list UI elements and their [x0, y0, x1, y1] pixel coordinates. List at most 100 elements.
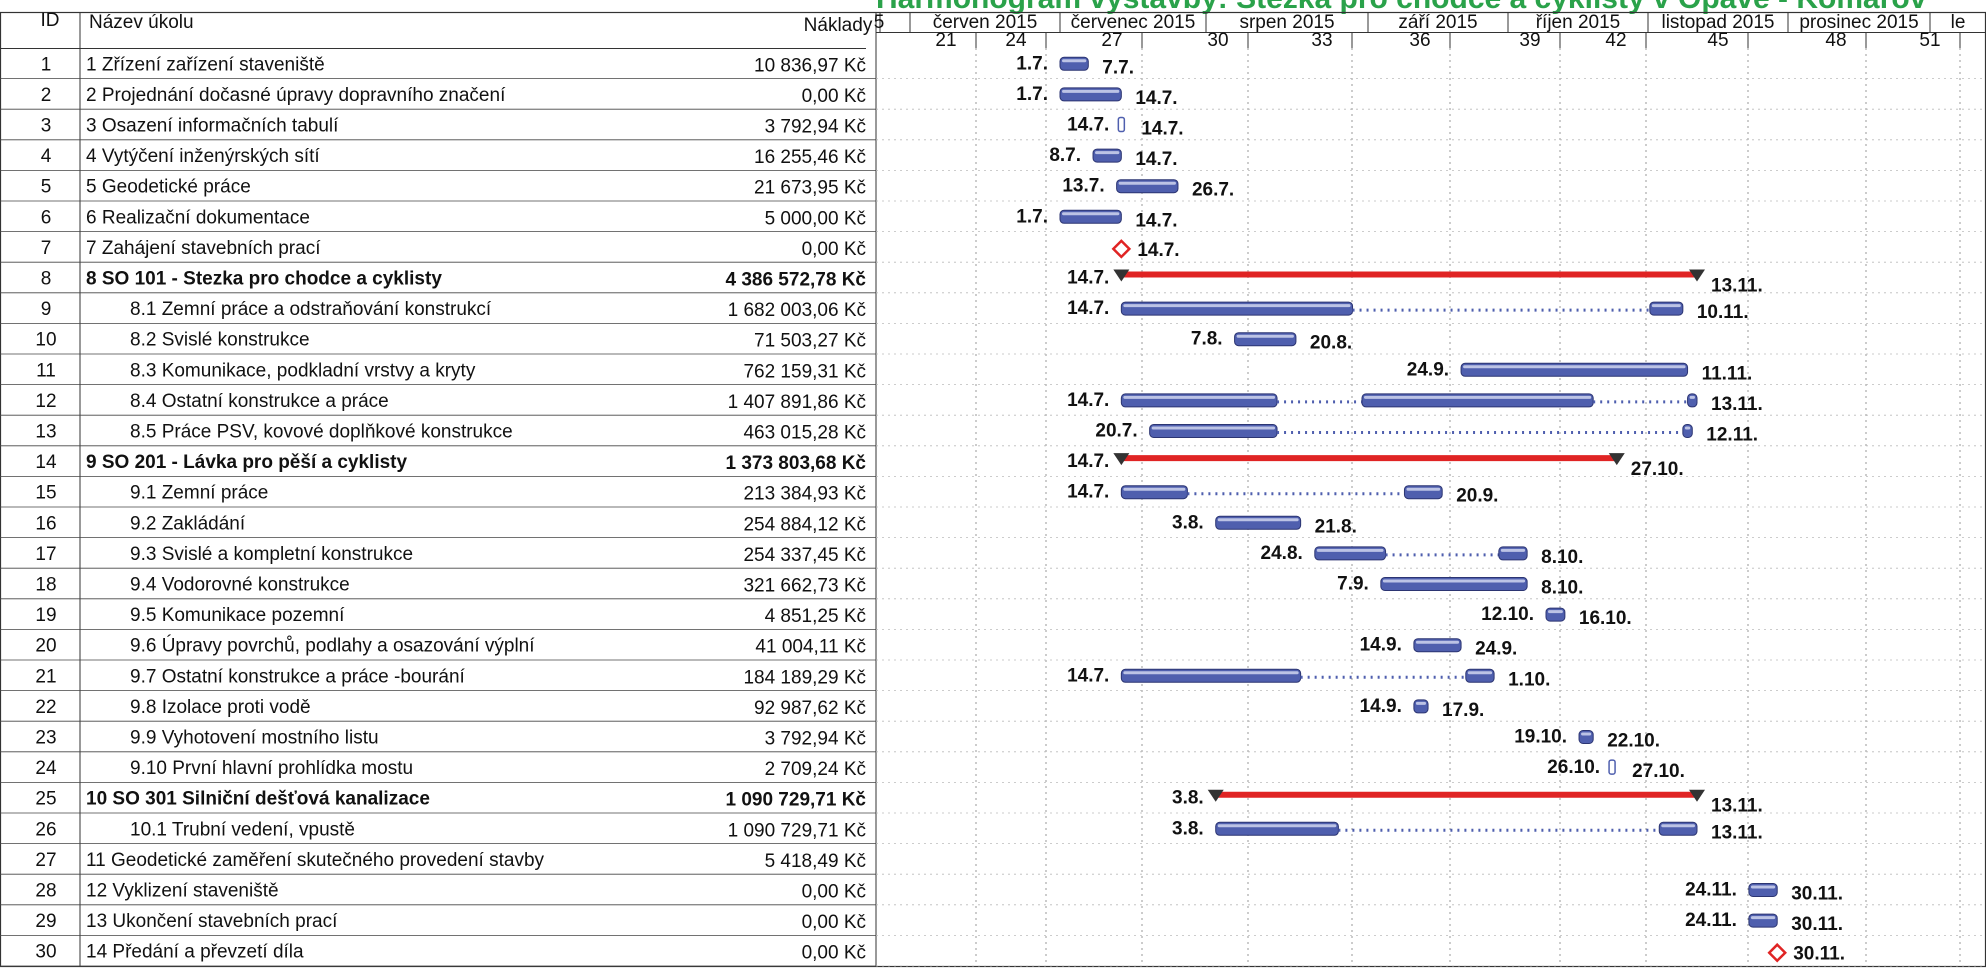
- task-bar-highlight: [1661, 824, 1695, 828]
- task-id: 1: [41, 54, 52, 75]
- week-label: 27: [1101, 30, 1122, 51]
- task-cost: 0,00 Kč: [802, 86, 866, 107]
- task-bar: [1460, 362, 1689, 377]
- task-bar-highlight: [1750, 916, 1776, 920]
- chart-title: Harmonogram výstavby: Stezka pro chodce …: [876, 0, 1956, 16]
- task-cost: 5 000,00 Kč: [765, 208, 866, 229]
- task-cost: 0,00 Kč: [802, 239, 866, 260]
- task-bar: [1498, 546, 1528, 561]
- task-bar: [1687, 393, 1698, 408]
- task-bar: [1380, 577, 1528, 591]
- task-bar-highlight: [1316, 548, 1384, 552]
- task-bar-highlight: [1363, 395, 1592, 399]
- timeline-header: 5 červen 2015 červenec 2015 srpen 2015 září …: [874, 12, 1986, 51]
- task-cost: 3 792,94 Kč: [765, 729, 866, 750]
- task-bar-highlight: [1406, 487, 1441, 491]
- task-bar: [1545, 607, 1566, 622]
- milestone-diamond: [1767, 942, 1787, 963]
- task-id: 18: [35, 575, 56, 596]
- end-date-label: 16.10.: [1579, 608, 1632, 629]
- task-bar: [1120, 668, 1302, 683]
- end-date-label: 20.8.: [1310, 333, 1352, 354]
- task-cost: 92 987,62 Kč: [754, 698, 866, 719]
- week-label: 33: [1311, 30, 1332, 51]
- task-id: 13: [35, 422, 56, 443]
- task-bar-highlight: [1689, 395, 1695, 399]
- task-cost: 4 851,25 Kč: [765, 606, 866, 627]
- task-name: 9.1 Zemní práce: [130, 483, 268, 504]
- task-id: 7: [41, 238, 52, 259]
- month-label: listopad 2015: [1661, 12, 1774, 33]
- task-bar-highlight: [1467, 671, 1493, 675]
- end-date-label: 20.9.: [1456, 486, 1498, 507]
- month-label: září 2015: [1398, 12, 1477, 33]
- task-bar-highlight: [1118, 181, 1176, 185]
- header-cost: Náklady: [804, 15, 873, 36]
- week-label: 45: [1707, 30, 1728, 51]
- task-name: 7 Zahájení stavebních prací: [86, 238, 321, 259]
- start-date-label: 14.7.: [1067, 665, 1109, 686]
- task-bar: [1682, 424, 1693, 438]
- task-bar: [1215, 515, 1302, 530]
- task-name: 8.1 Zemní práce a odstraňování konstrukc…: [130, 299, 492, 320]
- task-bar-highlight: [1581, 732, 1592, 736]
- task-id: 14: [35, 452, 57, 473]
- start-date-label: 3.8.: [1172, 818, 1204, 839]
- task-name: 9.3 Svislé a kompletní konstrukce: [130, 544, 413, 565]
- task-bar: [1059, 87, 1122, 102]
- end-date-label: 8.10.: [1541, 578, 1583, 599]
- task-id: 26: [35, 819, 56, 840]
- task-bar-highlight: [1463, 365, 1686, 369]
- task-cost: 3 792,94 Kč: [765, 117, 866, 138]
- task-name: 8 SO 101 - Stezka pro chodce a cyklisty: [86, 269, 442, 290]
- month-label: 5: [874, 12, 885, 33]
- task-bar: [1403, 485, 1443, 500]
- task-cost: 2 709,24 Kč: [765, 759, 866, 780]
- end-date-label: 13.11.: [1711, 822, 1763, 843]
- task-cost: 321 662,73 Kč: [743, 576, 866, 597]
- end-date-label: 21.8.: [1315, 516, 1357, 537]
- start-date-label: 1.7.: [1016, 53, 1048, 74]
- task-name: 11 Geodetické zaměření skutečného proved…: [86, 850, 545, 871]
- end-date-label: 14.7.: [1135, 88, 1177, 109]
- start-date-label: 3.8.: [1172, 512, 1204, 533]
- task-id: 15: [35, 483, 56, 504]
- task-id: 29: [35, 911, 56, 932]
- task-name: 6 Realizační dokumentace: [86, 207, 310, 228]
- task-bar-highlight: [1415, 701, 1427, 705]
- task-cost: 10 836,97 Kč: [754, 55, 866, 76]
- start-date-label: 14.7.: [1067, 298, 1109, 319]
- task-bar: [1314, 546, 1387, 561]
- month-label: říjen 2015: [1536, 12, 1621, 33]
- task-bar-highlight: [1123, 671, 1299, 675]
- week-label: 30: [1207, 30, 1228, 51]
- end-date-label: 17.9.: [1442, 700, 1484, 721]
- end-date-label: 24.9.: [1475, 639, 1517, 660]
- month-label: červen 2015: [933, 12, 1038, 33]
- start-date-label: 14.7.: [1067, 451, 1109, 472]
- task-name: 10.1 Trubní vedení, vpustě: [130, 819, 355, 840]
- end-date-label: 13.11.: [1711, 394, 1763, 415]
- task-id: 16: [35, 513, 56, 534]
- start-date-label: 19.10.: [1514, 727, 1567, 748]
- task-bar-highlight: [1415, 640, 1460, 644]
- end-date-label: 7.7.: [1102, 57, 1134, 78]
- task-bar: [1748, 913, 1778, 928]
- week-label: 51: [1919, 30, 1940, 51]
- task-bar: [1059, 209, 1122, 224]
- task-bar-highlight: [1123, 487, 1186, 491]
- task-bar: [1578, 730, 1594, 744]
- task-id: 17: [35, 544, 56, 565]
- task-cost: 21 673,95 Kč: [754, 178, 866, 199]
- task-bar-highlight: [1062, 59, 1087, 63]
- start-date-label: 13.7.: [1062, 176, 1104, 197]
- task-name: 9 SO 201 - Lávka pro pěší a cyklisty: [86, 452, 407, 473]
- task-name: 2 Projednání dočasné úpravy dopravního z…: [86, 85, 506, 106]
- end-date-label: 27.10.: [1631, 459, 1684, 480]
- start-date-label: 14.7.: [1067, 390, 1109, 411]
- task-name: 10 SO 301 Silniční dešťová kanalizace: [86, 789, 430, 810]
- end-date-label: 30.11.: [1791, 884, 1843, 905]
- task-bar-highlight: [1095, 151, 1120, 155]
- milestone-diamond: [1111, 239, 1132, 259]
